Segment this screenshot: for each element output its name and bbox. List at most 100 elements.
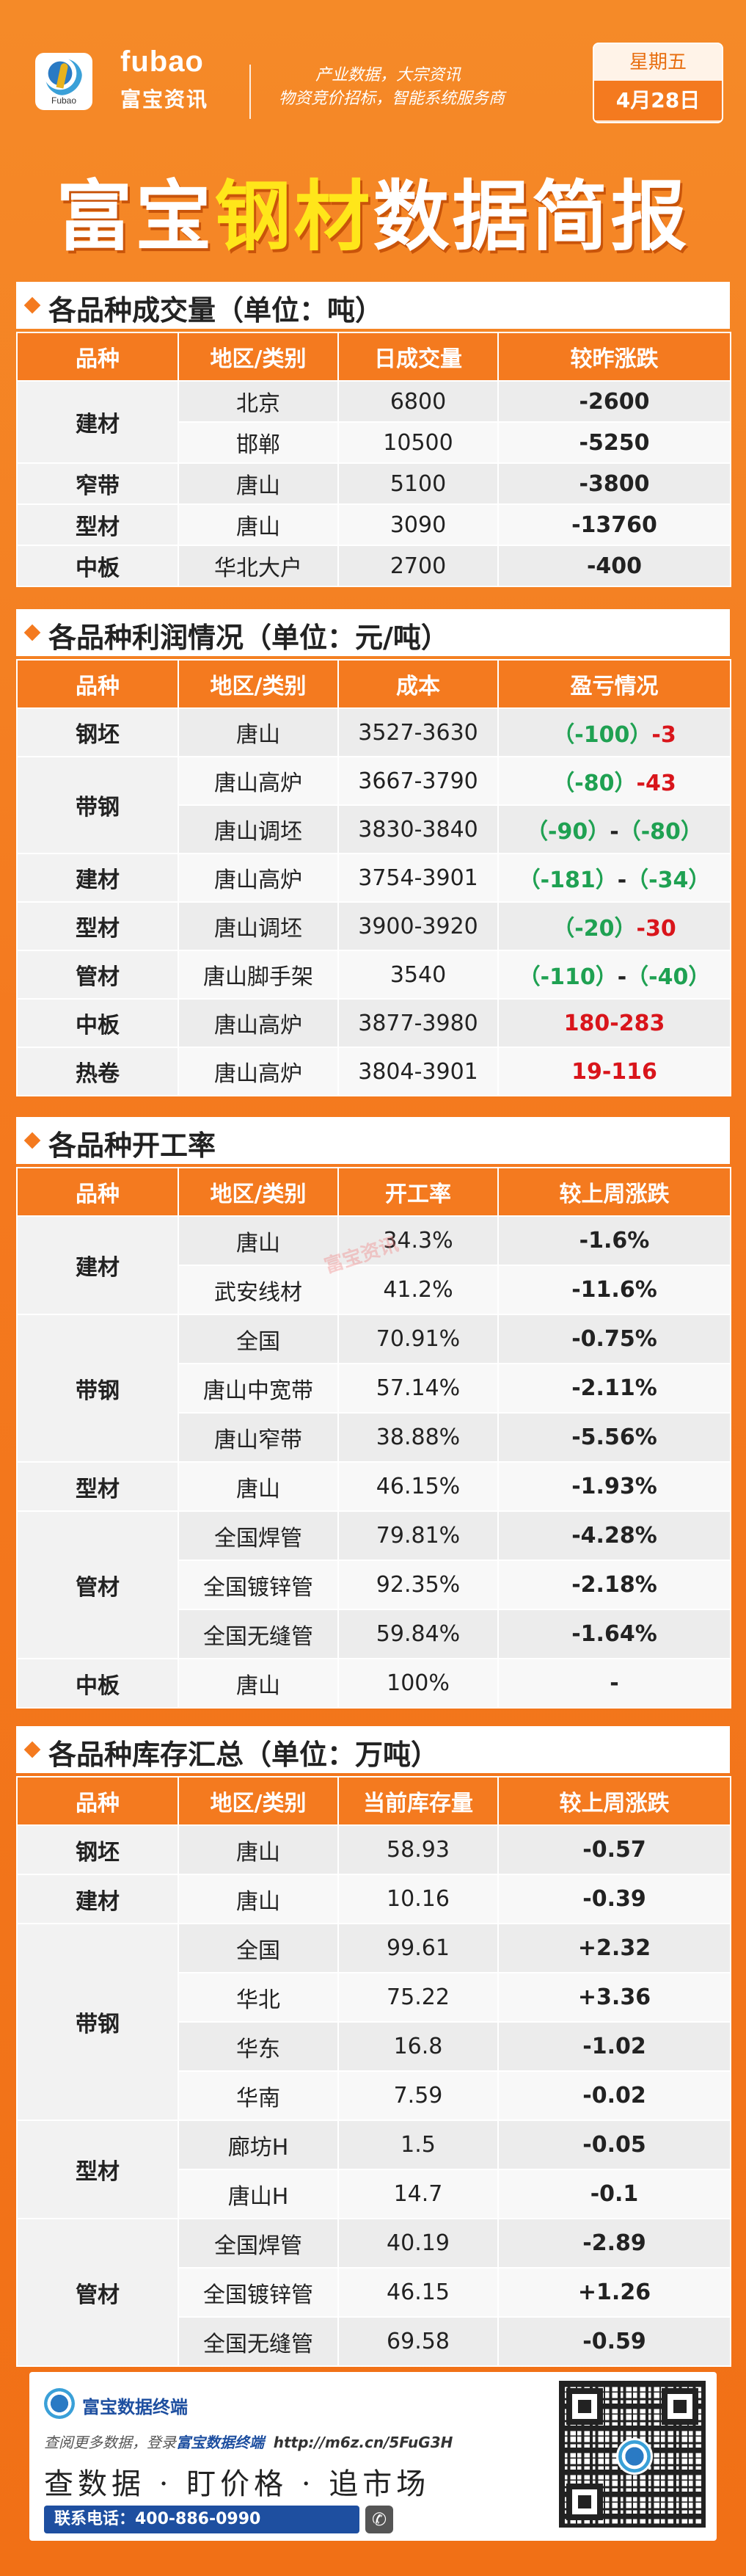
category-cell: 管材 [16,950,179,1000]
change-cell: -3800 [497,462,731,505]
table-row: 带钢 唐山高炉 3667-3790 （-80）-43 [16,756,731,854]
col-header: 较上周涨跌 [497,1776,731,1826]
volume-table: 品种 地区/类别 日成交量 较昨涨跌 建材 北京 6800 -2600 邯郸 1… [16,332,731,587]
profit-low: 19 [571,1058,602,1085]
rate-cell: 92.35% [337,1560,499,1610]
section-operating-title: 各品种开工率 [16,1117,730,1164]
stock-cell: 58.93 [337,1824,499,1875]
category-cell: 中板 [16,1658,179,1709]
col-header: 品种 [16,659,179,709]
region-cell: 唐山 [178,462,339,505]
change-cell: -1.02 [497,2021,731,2072]
region-cell: 唐山窄带 [178,1412,339,1463]
col-header: 日成交量 [337,332,499,382]
promo-prefix: 查阅更多数据，登录 [44,2434,176,2451]
diamond-bullet-icon [23,1132,41,1149]
table-row: 管材 唐山脚手架 3540 （-110）-（-40） [16,950,731,1000]
section-title-text: 各品种利润情况（单位：元/吨） [48,622,449,654]
qr-center-logo-icon [616,2438,653,2475]
category-cell: 管材 [16,1510,179,1659]
cost-cell: 3667-3790 [337,756,499,806]
date-box: 星期五 4月28日 [593,43,723,123]
table-row: 钢坯 唐山 3527-3630 （-100）-3 [16,707,731,757]
profit-sep: - [651,722,661,748]
table-row: 全国镀锌管 46.15 +1.26 [17,2267,731,2318]
category-cell: 建材 [16,380,179,464]
change-cell: -1.93% [497,1461,731,1512]
region-cell: 唐山 [178,1461,339,1512]
table-row: 建材 唐山 10.16 -0.39 [16,1874,731,1924]
table-row: 中板 华北大户 2700 -400 [16,545,731,587]
change-cell: -2600 [497,380,731,423]
category-cell: 带钢 [16,1923,179,2121]
profit-table: 品种 地区/类别 成本 盈亏情况 钢坯 唐山 3527-3630 （-100）-… [16,659,731,1096]
region-cell: 廊坊H [178,2120,339,2170]
col-header: 地区/类别 [178,332,339,382]
category-cell: 窄带 [16,462,179,505]
table-row: 唐山调坯 3830-3840 （-90）-（-80） [17,804,731,854]
value-cell: 10500 [337,421,499,464]
profit-high: 116 [611,1058,657,1085]
region-cell: 全国无缝管 [178,1609,339,1659]
table-row: 型材 唐山调坯 3900-3920 （-20）-30 [16,901,731,951]
region-cell: 北京 [178,380,339,423]
profit-cell: （-110）-（-40） [497,950,731,1000]
rate-cell: 38.88% [337,1412,499,1463]
profit-sep: - [610,1010,619,1036]
region-cell: 唐山 [178,1658,339,1709]
qr-eye [566,2484,603,2520]
table-row: 建材 唐山 34.3% -1.6% [16,1215,731,1315]
category-cell: 型材 [16,503,179,546]
profit-high: 43 [645,771,676,796]
change-cell: -0.1 [497,2169,731,2219]
cost-cell: 3754-3901 [337,853,499,903]
rate-cell: 100% [337,1658,499,1709]
header: Fubao fubao 富宝资讯 产业数据，大宗资讯 物资竞价招标，智能系统服务… [0,0,746,279]
region-cell: 唐山H [178,2169,339,2219]
change-cell: -0.59 [497,2316,731,2367]
region-cell: 唐山脚手架 [178,950,339,1000]
change-cell: -0.39 [497,1874,731,1924]
region-cell: 唐山高炉 [178,998,339,1048]
title-highlight: 钢材 [214,172,373,261]
profit-high: 283 [618,1010,665,1036]
region-cell: 全国焊管 [178,2218,339,2268]
stock-cell: 69.58 [337,2316,499,2367]
section-title-text: 各品种库存汇总（单位：万吨） [48,1739,439,1771]
stock-cell: 16.8 [337,2021,499,2072]
profit-sep: - [617,964,627,990]
diamond-bullet-icon [23,296,41,314]
qr-code-icon[interactable] [559,2381,706,2528]
brand-divider [249,65,251,119]
category-cell: 带钢 [16,756,179,854]
profit-low: （-100） [552,722,652,748]
promo-url-link[interactable]: http://m6z.cn/5FuG3H [273,2434,453,2451]
profit-sep: - [601,1058,612,1085]
cost-cell: 3877-3980 [337,998,499,1048]
phone-icon[interactable]: ✆ [365,2506,393,2533]
table-row: 建材 唐山高炉 3754-3901 （-181）-（-34） [16,853,731,903]
slogan-line-2: 物资竞价招标，智能系统服务商 [279,90,505,108]
category-cell: 建材 [16,853,179,903]
rate-cell: 57.14% [337,1363,499,1413]
profit-low: （-20） [552,916,637,942]
table-row: 华东 16.8 -1.02 [17,2021,731,2072]
section-inventory-title: 各品种库存汇总（单位：万吨） [16,1726,730,1773]
rate-cell: 59.84% [337,1609,499,1659]
profit-low: （-90） [526,819,610,845]
profit-high: （-40） [626,964,711,990]
table-row: 窄带 唐山 5100 -3800 [16,462,731,505]
brand-name-en: fubao [120,46,204,78]
table-row: 华南 7.59 -0.02 [17,2070,731,2121]
rate-cell: 46.15% [337,1461,499,1512]
footer: 富宝数据终端 查阅更多数据，登录富宝数据终端 http://m6z.cn/5Fu… [29,2372,717,2541]
contact-phone[interactable]: 联系电话：400-886-0990 [44,2506,359,2533]
col-header: 品种 [16,1167,179,1217]
qr-eye [662,2388,698,2425]
profit-cell: （-181）-（-34） [497,853,731,903]
profit-high: （-80） [618,819,703,845]
section-title-text: 各品种成交量（单位：吨） [48,294,384,327]
date-label: 4月28日 [594,81,722,120]
table-header-row: 品种 地区/类别 当前库存量 较上周涨跌 [16,1776,731,1826]
change-cell: - [497,1658,731,1709]
